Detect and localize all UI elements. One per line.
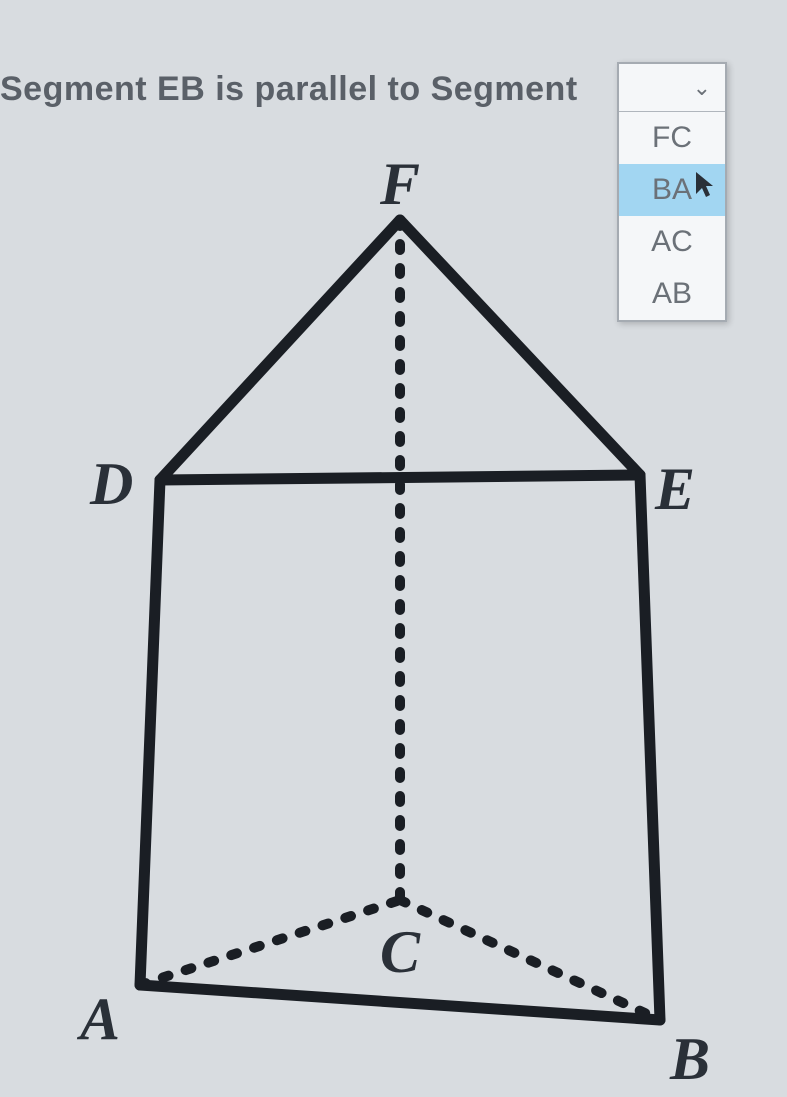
dropdown-collapsed-row[interactable]: ⌄ <box>619 64 725 112</box>
edge-AB <box>140 985 660 1020</box>
vertex-label-c: C <box>380 918 420 987</box>
vertex-label-a: A <box>80 985 120 1054</box>
vertex-label-d: D <box>90 450 133 519</box>
edge-DF <box>160 220 400 480</box>
prism-figure: FDEABC <box>80 180 710 1060</box>
dropdown-option-fc[interactable]: FC <box>619 112 725 164</box>
edge-EB <box>640 475 660 1020</box>
question-text: Segment EB is parallel to Segment <box>0 70 578 109</box>
edge-AC <box>140 900 400 985</box>
vertex-label-b: B <box>670 1025 710 1094</box>
vertex-label-f: F <box>380 150 420 219</box>
vertex-label-e: E <box>655 455 695 524</box>
edge-DE <box>160 475 640 480</box>
edge-DA <box>140 480 160 985</box>
edge-FE <box>400 220 640 475</box>
chevron-down-icon: ⌄ <box>693 75 711 101</box>
